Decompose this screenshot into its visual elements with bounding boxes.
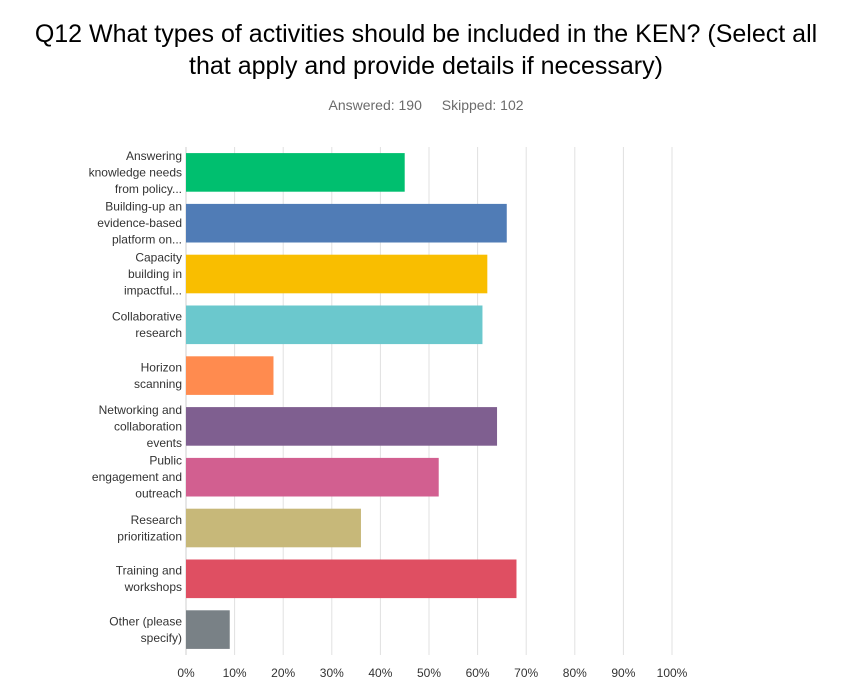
category-label-0: Answering knowledge needs from policy... xyxy=(89,149,182,196)
x-tick-label-6: 60% xyxy=(466,666,490,680)
x-tick-label-5: 50% xyxy=(417,666,441,680)
x-tick-label-2: 20% xyxy=(271,666,295,680)
category-label-9: Other (please specify) xyxy=(109,614,182,645)
x-tick-label-9: 90% xyxy=(611,666,635,680)
bar-8[interactable] xyxy=(186,559,517,599)
chart-title: Q12 What types of activities should be i… xyxy=(10,18,842,82)
x-tick-label-7: 70% xyxy=(514,666,538,680)
bar-3[interactable] xyxy=(186,305,483,345)
category-label-1: Building-up an evidence-based platform on.… xyxy=(97,200,182,247)
category-label-4: Horizon scanning xyxy=(134,360,182,391)
bar-1[interactable] xyxy=(186,203,507,243)
bar-2[interactable] xyxy=(186,254,488,294)
response-stats: Answered: 190 Skipped: 102 xyxy=(0,97,852,113)
bar-6[interactable] xyxy=(186,457,439,497)
category-label-7: Research prioritization xyxy=(117,513,182,544)
x-tick-label-1: 10% xyxy=(223,666,247,680)
chart-title-line-2: that apply and provide details if necess… xyxy=(189,52,663,80)
bar-0[interactable] xyxy=(186,153,405,192)
x-tick-label-4: 40% xyxy=(368,666,392,680)
category-label-5: Networking and collaboration events xyxy=(99,403,182,450)
skipped-count: Skipped: 102 xyxy=(441,97,524,113)
answered-count: Answered: 190 xyxy=(328,97,422,113)
bar-7[interactable] xyxy=(186,508,361,548)
bar-4[interactable] xyxy=(186,356,274,395)
bar-5[interactable] xyxy=(186,407,498,446)
category-label-6: Public engagement and outreach xyxy=(92,454,182,501)
chart-title-line-1: Q12 What types of activities should be i… xyxy=(34,20,818,48)
bar-9[interactable] xyxy=(186,610,230,649)
x-tick-label-3: 30% xyxy=(320,666,344,680)
x-tick-label-10: 100% xyxy=(657,666,688,680)
category-label-3: Collaborative research xyxy=(112,310,182,341)
x-tick-label-8: 80% xyxy=(563,666,587,680)
category-label-8: Training and workshops xyxy=(116,564,182,595)
category-label-2: Capacity building in impactful... xyxy=(124,251,182,298)
x-tick-label-0: 0% xyxy=(177,666,195,680)
